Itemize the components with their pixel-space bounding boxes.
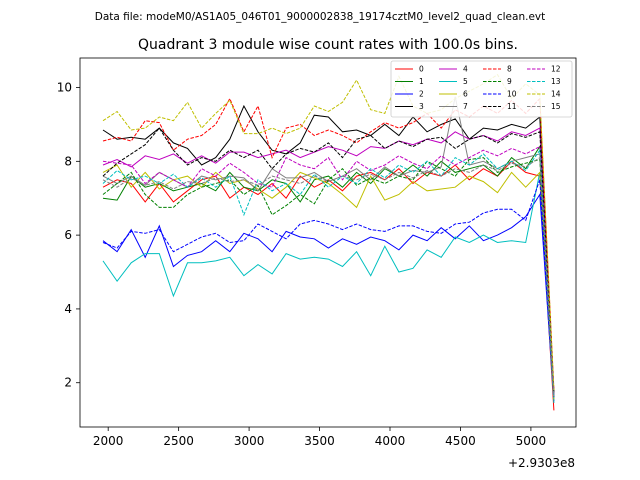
- legend-label-3: 3: [419, 102, 424, 111]
- series-line-12: [102, 145, 555, 396]
- legend-label-13: 13: [551, 77, 561, 86]
- x-tick-label: 2000: [93, 434, 124, 448]
- x-tick-label: 3000: [234, 434, 265, 448]
- y-axis: 2 4 6 8 10: [57, 81, 80, 390]
- legend-label-6: 6: [463, 90, 468, 99]
- legend-label-8: 8: [507, 65, 512, 74]
- y-tick-label: 10: [57, 81, 72, 95]
- y-tick-label: 6: [64, 228, 72, 242]
- figure-suptitle: Data file: modeM0/AS1A05_046T01_90000028…: [95, 11, 546, 23]
- series-line-9: [102, 157, 555, 394]
- legend-label-9: 9: [507, 77, 512, 86]
- legend-label-14: 14: [551, 90, 561, 99]
- legend-label-2: 2: [419, 90, 424, 99]
- series-line-5: [102, 172, 555, 404]
- legend-label-1: 1: [419, 77, 424, 86]
- legend-label-10: 10: [507, 90, 517, 99]
- legend-label-12: 12: [551, 65, 561, 74]
- legend-label-4: 4: [463, 65, 468, 74]
- x-tick-label: 3500: [304, 434, 335, 448]
- series-line-4: [102, 127, 555, 392]
- x-axis: 2000 2500 3000 3500 4000 4500 5000: [93, 427, 546, 448]
- legend-label-7: 7: [463, 102, 468, 111]
- plot-background: [80, 58, 576, 427]
- series-line-6: [102, 164, 555, 400]
- chart-title: Quadrant 3 module wise count rates with …: [138, 37, 518, 53]
- series-line-2: [102, 192, 555, 402]
- legend-label-0: 0: [419, 65, 424, 74]
- legend-label-15: 15: [551, 102, 561, 111]
- plot-frame: [79, 57, 577, 428]
- y-tick-label: 4: [64, 302, 72, 316]
- series-line-10: [102, 179, 555, 398]
- legend-label-5: 5: [463, 77, 468, 86]
- y-tick-label: 8: [64, 154, 72, 168]
- series-line-3: [102, 104, 555, 398]
- x-axis-offset-label: +2.9303e8: [508, 456, 575, 470]
- x-tick-label: 2500: [163, 434, 194, 448]
- series-line-0: [102, 160, 555, 411]
- y-tick-label: 2: [64, 376, 72, 390]
- legend-box: [390, 60, 573, 118]
- x-tick-label: 4500: [445, 434, 476, 448]
- series-layer: [102, 73, 555, 411]
- series-line-15: [102, 156, 555, 396]
- x-tick-label: 4000: [375, 434, 406, 448]
- x-tick-label: 5000: [516, 434, 547, 448]
- legend-label-11: 11: [507, 102, 517, 111]
- series-line-11: [102, 127, 555, 394]
- series-line-1: [102, 145, 555, 394]
